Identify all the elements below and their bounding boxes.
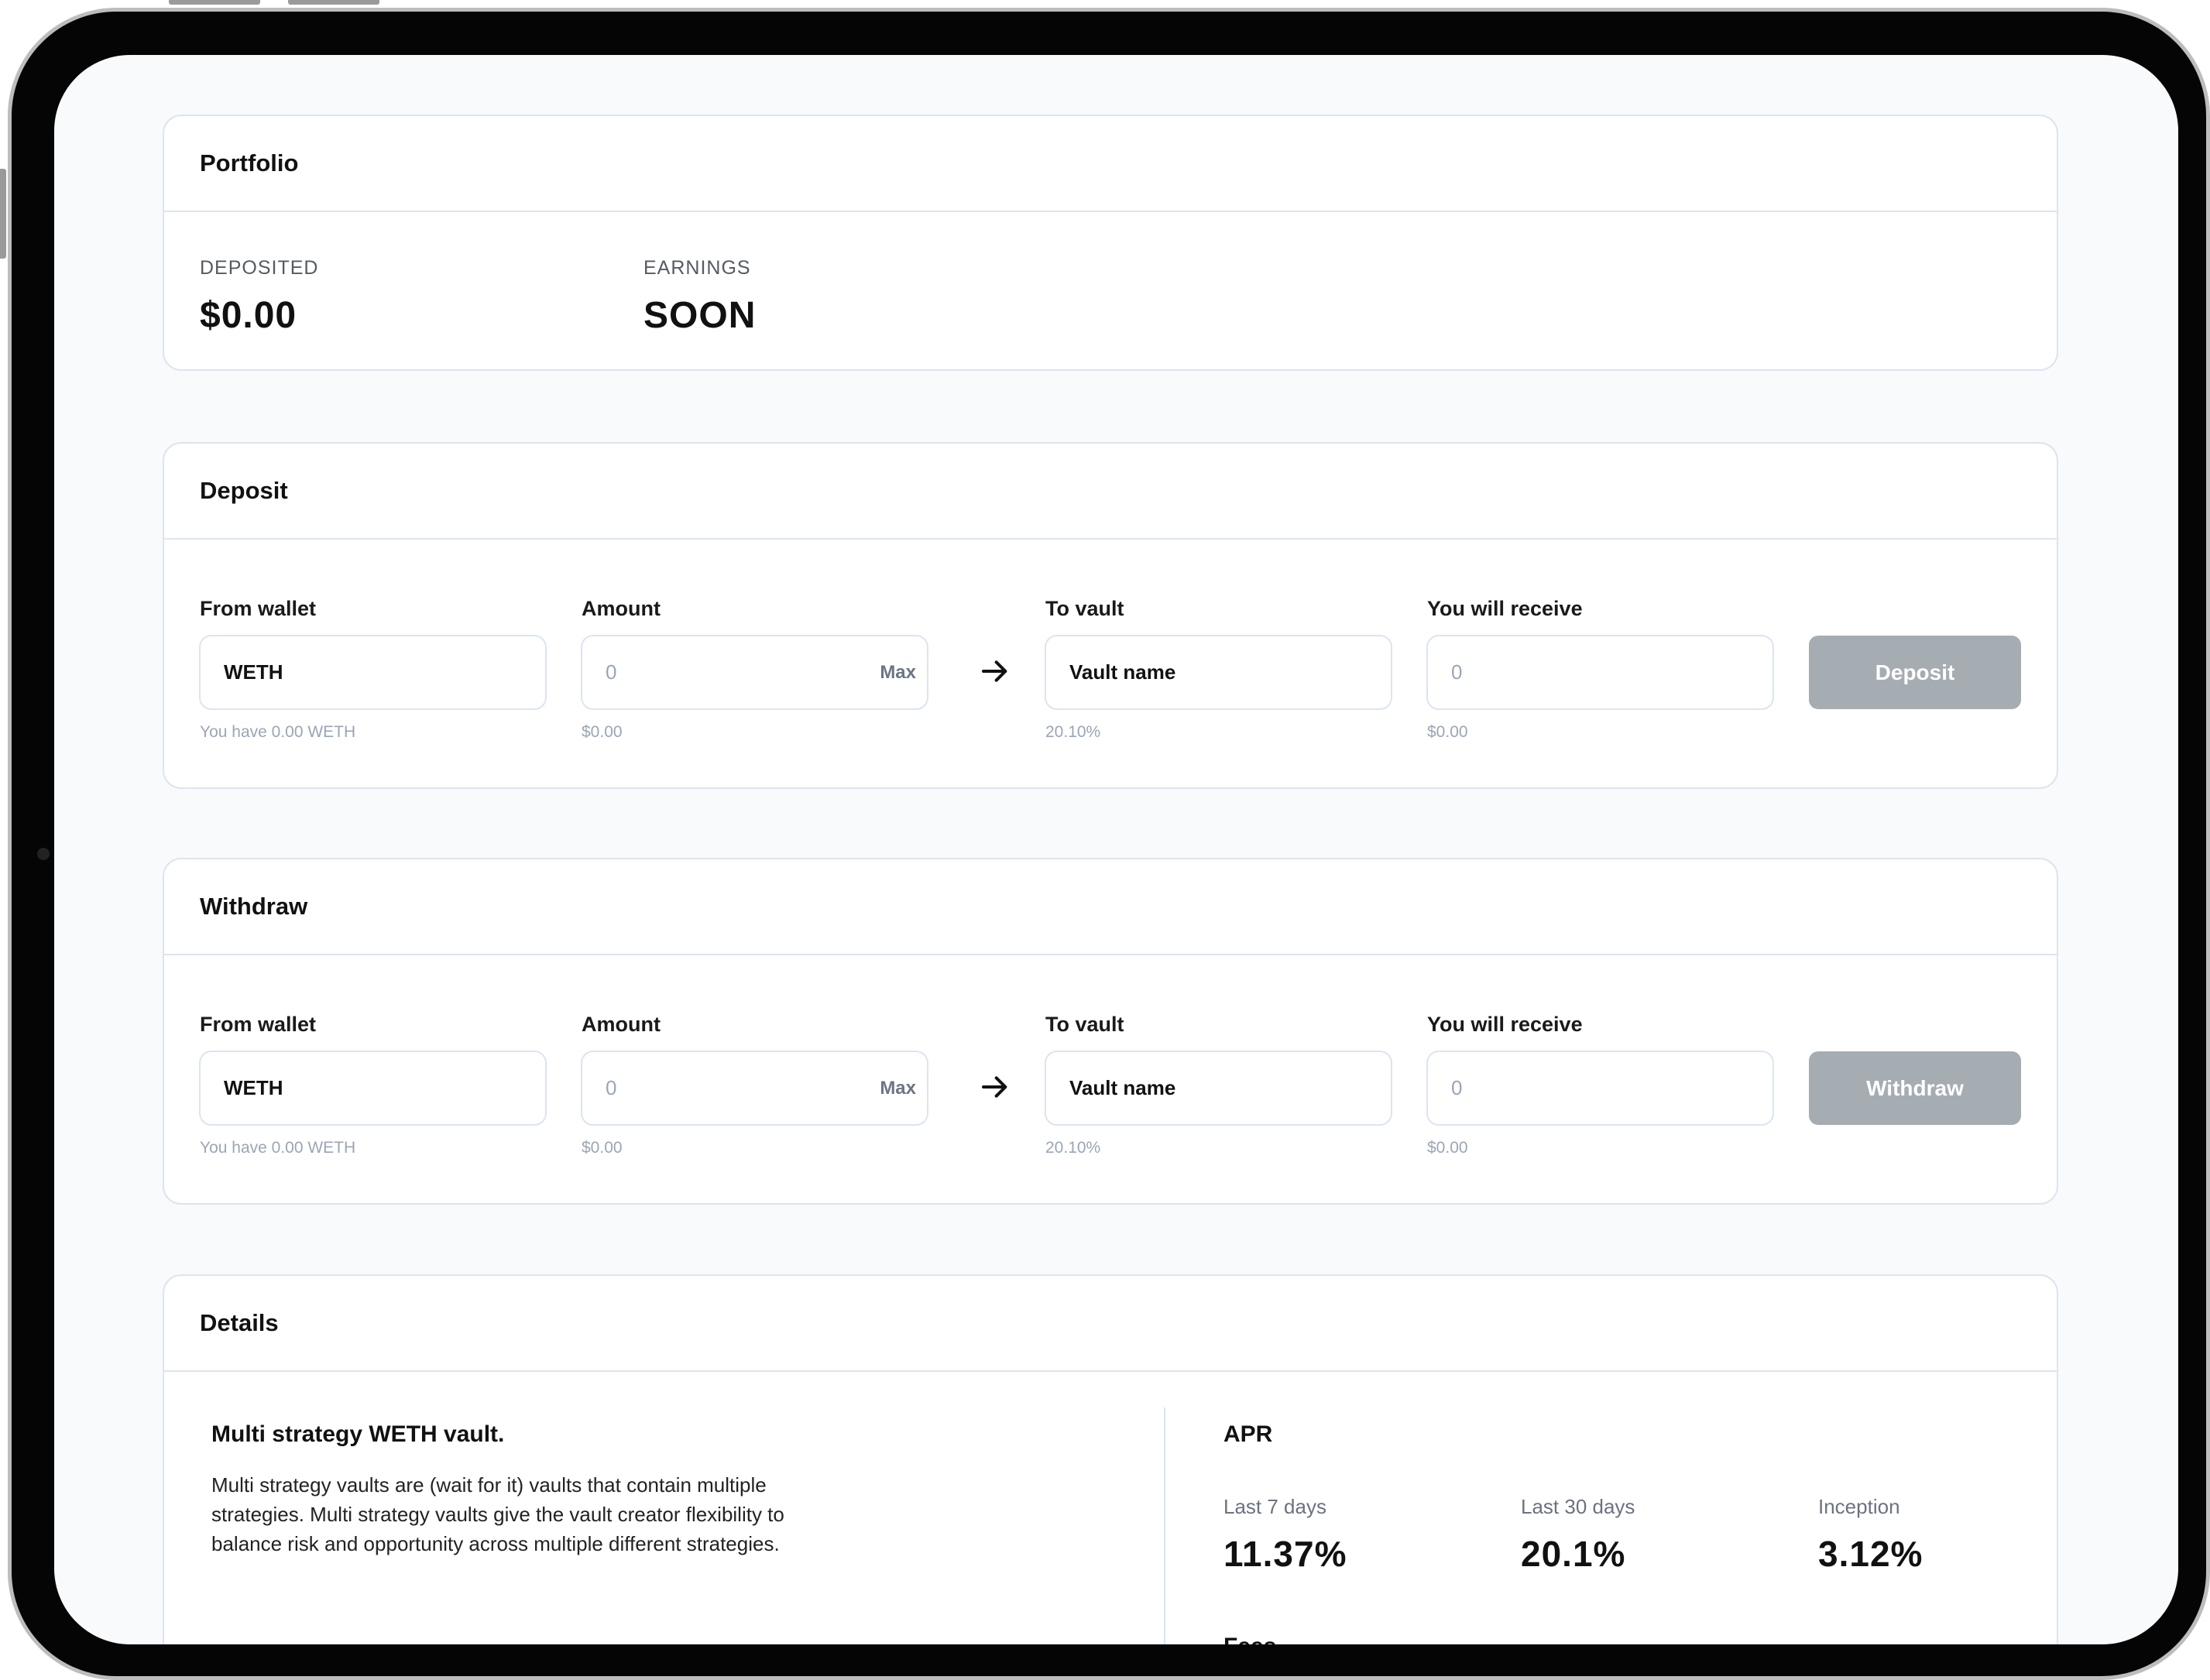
from-wallet-select[interactable]: WETH <box>199 635 547 710</box>
amount-usd-hint: $0.00 <box>582 723 623 741</box>
apr-30d-value: 20.1% <box>1521 1534 1626 1574</box>
deposited-label: DEPOSITED <box>200 257 319 279</box>
apr-30d-label: Last 30 days <box>1521 1495 1635 1518</box>
to-vault-value: Vault name <box>1069 1076 1176 1099</box>
amount-input[interactable]: 0 Max <box>581 1051 928 1126</box>
from-wallet-label: From wallet <box>200 1013 317 1036</box>
to-vault-select[interactable]: Vault name <box>1045 635 1392 710</box>
wallet-balance-hint: You have 0.00 WETH <box>200 723 356 741</box>
receive-usd-hint: $0.00 <box>1427 1139 1468 1157</box>
from-wallet-label: From wallet <box>200 597 317 620</box>
vault-apr-hint: 20.10% <box>1045 1139 1101 1157</box>
receive-placeholder: 0 <box>1451 660 1463 684</box>
deposit-header: Deposit <box>164 444 2057 540</box>
from-wallet-select[interactable]: WETH <box>199 1051 547 1126</box>
app-screen: Portfolio DEPOSITED $0.00 EARNINGS SOON … <box>54 55 2178 1644</box>
receive-placeholder: 0 <box>1451 1076 1463 1099</box>
arrow-right-icon <box>982 660 1007 682</box>
apr-inception-value: 3.12% <box>1818 1534 1923 1574</box>
arrow-right-icon <box>982 1076 1007 1098</box>
from-wallet-value: WETH <box>224 1076 283 1099</box>
camera-dot <box>37 848 50 860</box>
deposit-title: Deposit <box>200 477 288 504</box>
receive-output: 0 <box>1426 1051 1774 1126</box>
details-card: Details Multi strategy WETH vault. Multi… <box>163 1274 2058 1644</box>
vault-title: Multi strategy WETH vault. <box>211 1421 505 1447</box>
tablet-frame: Portfolio DEPOSITED $0.00 EARNINGS SOON … <box>8 8 2210 1680</box>
apr-7d-label: Last 7 days <box>1223 1495 1326 1518</box>
max-button[interactable]: Max <box>880 1077 916 1099</box>
device-power-button <box>288 0 379 5</box>
details-divider <box>1164 1407 1165 1644</box>
details-title: Details <box>200 1309 279 1336</box>
vault-apr-hint: 20.10% <box>1045 723 1101 741</box>
deposit-button[interactable]: Deposit <box>1809 636 2021 709</box>
device-side-button <box>0 169 6 259</box>
receive-label: You will receive <box>1427 597 1583 620</box>
max-button[interactable]: Max <box>880 661 916 683</box>
withdraw-card: Withdraw From wallet WETH You have 0.00 … <box>163 858 2058 1205</box>
details-header: Details <box>164 1276 2057 1372</box>
earnings-label: EARNINGS <box>643 257 751 279</box>
apr-title: APR <box>1223 1421 1273 1447</box>
to-vault-value: Vault name <box>1069 660 1176 684</box>
apr-7d-value: 11.37% <box>1223 1534 1347 1574</box>
earnings-value: SOON <box>643 295 757 336</box>
deposited-value: $0.00 <box>200 295 297 336</box>
receive-output: 0 <box>1426 635 1774 710</box>
from-wallet-value: WETH <box>224 660 283 684</box>
apr-inception-label: Inception <box>1818 1495 1900 1518</box>
to-vault-label: To vault <box>1045 1013 1124 1036</box>
receive-label: You will receive <box>1427 1013 1583 1036</box>
portfolio-title: Portfolio <box>200 149 299 177</box>
wallet-balance-hint: You have 0.00 WETH <box>200 1139 356 1157</box>
portfolio-card: Portfolio DEPOSITED $0.00 EARNINGS SOON <box>163 115 2058 371</box>
portfolio-header: Portfolio <box>164 116 2057 212</box>
withdraw-header: Withdraw <box>164 859 2057 955</box>
amount-placeholder: 0 <box>606 660 617 684</box>
receive-usd-hint: $0.00 <box>1427 723 1468 741</box>
amount-label: Amount <box>582 1013 661 1036</box>
vault-description: Multi strategy vaults are (wait for it) … <box>211 1473 784 1555</box>
amount-usd-hint: $0.00 <box>582 1139 623 1157</box>
amount-label: Amount <box>582 597 661 620</box>
withdraw-title: Withdraw <box>200 893 308 920</box>
fees-title: Fees <box>1223 1634 1276 1644</box>
amount-placeholder: 0 <box>606 1076 617 1099</box>
deposit-card: Deposit From wallet WETH You have 0.00 W… <box>163 442 2058 789</box>
amount-input[interactable]: 0 Max <box>581 635 928 710</box>
device-volume-button <box>169 0 260 5</box>
to-vault-select[interactable]: Vault name <box>1045 1051 1392 1126</box>
withdraw-button[interactable]: Withdraw <box>1809 1051 2021 1125</box>
to-vault-label: To vault <box>1045 597 1124 620</box>
